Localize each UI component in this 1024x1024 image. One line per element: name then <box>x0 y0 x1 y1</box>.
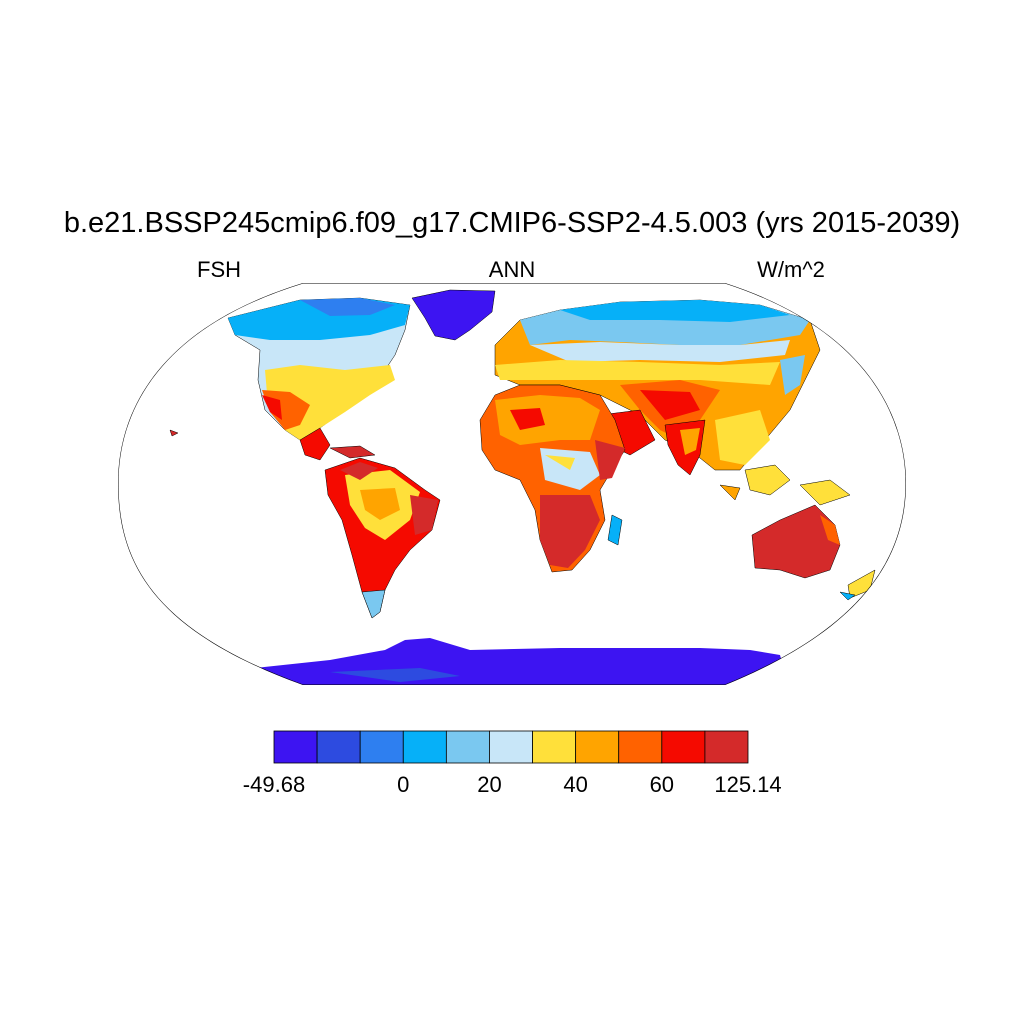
north-america-region <box>169 297 411 461</box>
colorbar-swatch <box>532 730 577 764</box>
colorbar-swatch <box>316 730 361 764</box>
south-america-region <box>324 457 441 619</box>
colorbar-tick-label: 40 <box>563 772 587 797</box>
colorbar-swatch <box>402 730 447 764</box>
colorbar-tick-label: 125.14 <box>714 772 781 797</box>
colorbar: -49.68 0 20 40 60 125.14 <box>243 730 782 797</box>
colorbar-swatch <box>359 730 404 764</box>
colorbar-tick-label: -49.68 <box>243 772 305 797</box>
colorbar-tick-label: 0 <box>397 772 409 797</box>
world-map <box>118 283 906 685</box>
colorbar-swatch <box>489 730 533 764</box>
season-label: ANN <box>489 257 535 282</box>
variable-label: FSH <box>197 257 241 282</box>
colorbar-tick-label: 60 <box>650 772 674 797</box>
antarctica-region <box>240 638 790 685</box>
southeast-asia-region <box>719 464 851 506</box>
eurasia-region <box>494 299 821 471</box>
colorbar-swatch <box>575 730 620 764</box>
greenland-region <box>411 289 496 341</box>
colorbar-swatch <box>445 730 490 764</box>
colorbar-tick-label: 20 <box>477 772 501 797</box>
units-label: W/m^2 <box>757 257 825 282</box>
colorbar-swatch <box>273 730 318 764</box>
africa-region <box>479 384 626 573</box>
colorbar-swatch <box>618 730 663 764</box>
colorbar-swatch <box>661 730 706 764</box>
colorbar-swatch <box>704 730 749 764</box>
figure-title: b.e21.BSSP245cmip6.f09_g17.CMIP6-SSP2-4.… <box>64 207 960 239</box>
